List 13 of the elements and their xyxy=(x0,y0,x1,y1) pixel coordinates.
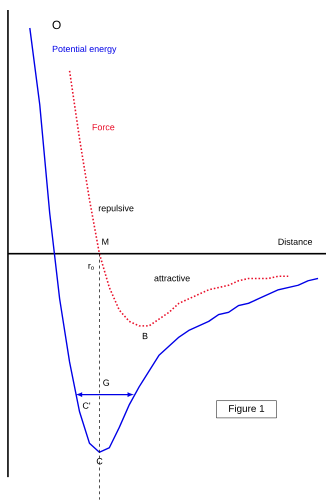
annotation: G xyxy=(103,380,110,386)
x-axis-title: Distance xyxy=(278,238,312,245)
annotation: O xyxy=(52,20,61,30)
annotation: r$_{o}$ xyxy=(88,264,94,270)
annotation: M xyxy=(102,238,108,245)
text: Potential energy xyxy=(52,45,116,54)
annotation: B xyxy=(142,332,148,340)
text: Figure 1 xyxy=(229,404,264,414)
annotation: attractive xyxy=(154,274,190,282)
text: C xyxy=(96,458,102,464)
annotation: repulsive xyxy=(98,204,134,214)
series-label: Force xyxy=(92,124,114,130)
annotation: C' xyxy=(82,402,90,409)
